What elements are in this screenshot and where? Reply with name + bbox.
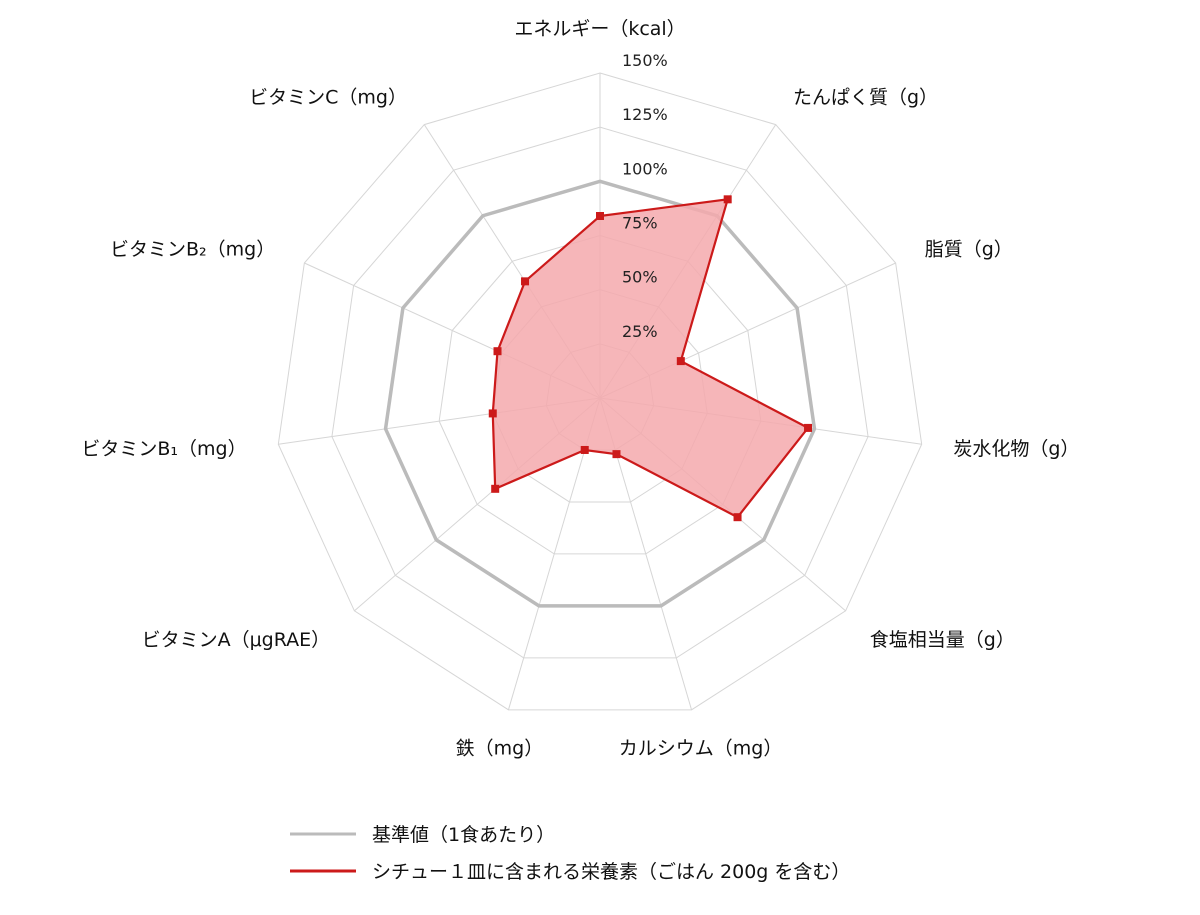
series-stew-point-1: [723, 195, 732, 204]
axis-label-8: ビタミンB₁（mg）: [81, 438, 246, 460]
legend-label-stew: シチュー１皿に含まれる栄養素（ごはん 200g を含む）: [372, 861, 850, 883]
axis-label-9: ビタミンB₂（mg）: [110, 239, 275, 261]
series-stew-point-9: [493, 347, 502, 356]
axis-label-4: 食塩相当量（g）: [870, 629, 1015, 651]
series-stew-point-4: [733, 513, 742, 522]
axis-label-10: ビタミンC（mg）: [249, 87, 407, 109]
tick-label-150: 150%: [622, 51, 668, 70]
axis-label-5: カルシウム（mg）: [619, 738, 783, 760]
legend-label-baseline: 基準値（1食あたり）: [372, 824, 555, 846]
axis-labels: エネルギー（kcal） たんぱく質（g） 脂質（g） 炭水化物（g） 食塩相当量（g） カ…: [81, 18, 1079, 760]
series-baseline-line: [383, 179, 817, 608]
grid-ring-150: [277, 72, 923, 711]
series-stew-point-7: [491, 484, 500, 493]
tick-label-100: 100%: [622, 159, 668, 178]
axis-label-3: 炭水化物（g）: [953, 438, 1079, 460]
series-layer: [383, 179, 817, 608]
grid-ring-125: [331, 126, 869, 659]
series-stew-point-5: [612, 450, 621, 459]
grid-ring-75: [438, 234, 762, 555]
series-stew-area: [491, 198, 810, 519]
series-stew-point-10: [521, 277, 530, 286]
tick-labels: 25% 50% 75% 100% 125% 150%: [622, 51, 668, 341]
axis-label-1: たんぱく質（g）: [793, 87, 938, 109]
tick-label-25: 25%: [622, 322, 658, 341]
legend: 基準値（1食あたり） シチュー１皿に含まれる栄養素（ごはん 200g を含む）: [290, 824, 850, 883]
series-stew-point-3: [804, 423, 813, 432]
axis-label-6: 鉄（mg）: [456, 738, 544, 760]
series-stew-point-8: [488, 409, 497, 418]
tick-label-75: 75%: [622, 214, 658, 233]
tick-label-50: 50%: [622, 268, 658, 287]
series-stew-point-2: [676, 357, 685, 366]
series-stew-point-6: [580, 445, 589, 454]
axis-label-7: ビタミンA（μgRAE）: [142, 629, 331, 651]
axis-label-0: エネルギー（kcal）: [514, 18, 685, 40]
series-stew-point-0: [596, 212, 604, 220]
axis-label-2: 脂質（g）: [925, 239, 1013, 261]
tick-label-125: 125%: [622, 105, 668, 124]
